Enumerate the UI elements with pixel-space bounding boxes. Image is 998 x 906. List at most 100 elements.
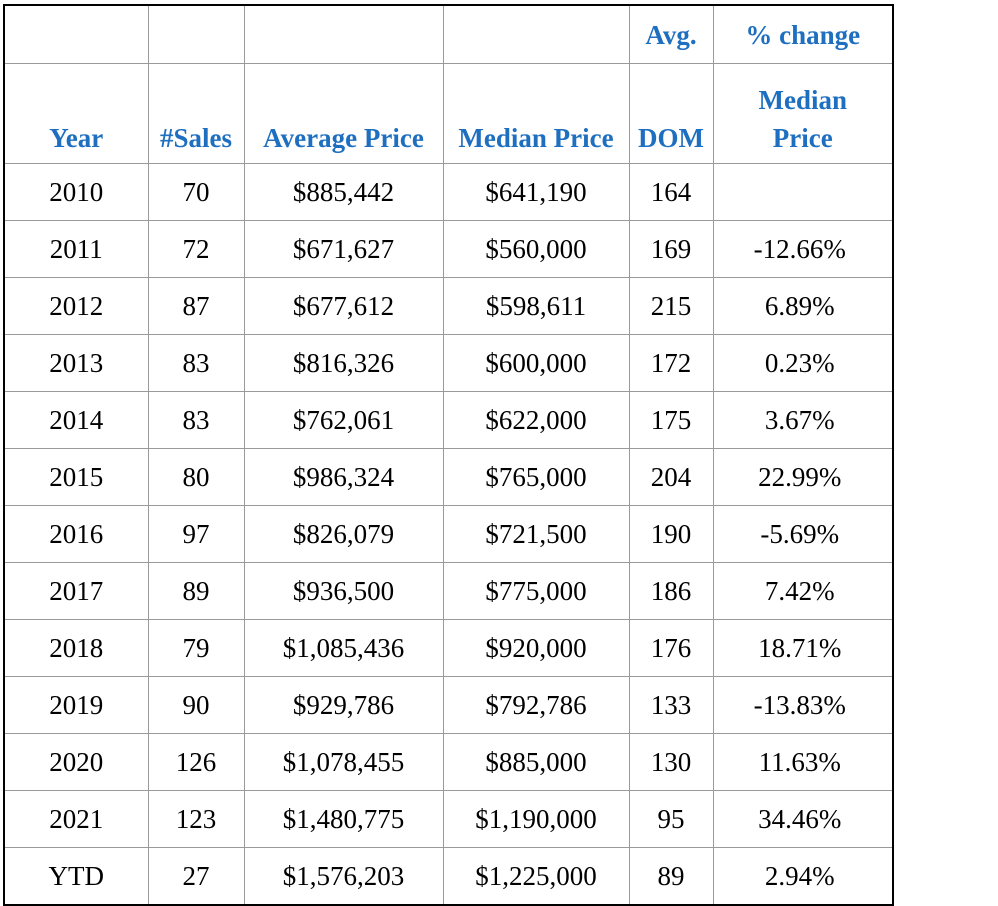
cell-dom: 164 bbox=[628, 163, 714, 221]
cell-average-price: $826,079 bbox=[243, 505, 444, 563]
cell-dom: 133 bbox=[628, 676, 714, 734]
cell-sales: 97 bbox=[147, 505, 245, 563]
cell-sales: 80 bbox=[147, 448, 245, 506]
cell-sales: 123 bbox=[147, 790, 245, 848]
cell-median-price: $1,190,000 bbox=[442, 790, 630, 848]
header-median-price: Median Price bbox=[442, 63, 630, 164]
cell-dom: 130 bbox=[628, 733, 714, 791]
header-dom: DOM bbox=[628, 63, 714, 164]
cell-median-price: $775,000 bbox=[442, 562, 630, 620]
header-row-main: Year #Sales Average Price Median Price D… bbox=[3, 63, 894, 164]
sales-table: Avg. % change Year #Sales Average Price … bbox=[3, 4, 894, 906]
cell-average-price: $885,442 bbox=[243, 163, 444, 221]
cell-year: 2017 bbox=[3, 562, 149, 620]
cell-dom: 176 bbox=[628, 619, 714, 677]
cell-dom: 190 bbox=[628, 505, 714, 563]
table-row: 2011 72 $671,627 $560,000 169 -12.66% bbox=[3, 220, 894, 278]
cell-year: 2012 bbox=[3, 277, 149, 335]
cell-year: 2019 bbox=[3, 676, 149, 734]
header-average-price: Average Price bbox=[243, 63, 444, 164]
cell-median-price: $885,000 bbox=[442, 733, 630, 791]
cell-average-price: $762,061 bbox=[243, 391, 444, 449]
cell-sales: 70 bbox=[147, 163, 245, 221]
cell-average-price: $1,576,203 bbox=[243, 847, 444, 906]
cell-pct-change: -13.83% bbox=[712, 676, 894, 734]
cell-dom: 89 bbox=[628, 847, 714, 906]
cell-year: 2018 bbox=[3, 619, 149, 677]
table-row: YTD 27 $1,576,203 $1,225,000 89 2.94% bbox=[3, 847, 894, 906]
cell-average-price: $986,324 bbox=[243, 448, 444, 506]
cell-pct-change bbox=[712, 163, 894, 221]
sales-table-container: Avg. % change Year #Sales Average Price … bbox=[3, 4, 894, 906]
cell-median-price: $792,786 bbox=[442, 676, 630, 734]
table-row: 2020 126 $1,078,455 $885,000 130 11.63% bbox=[3, 733, 894, 791]
header-avg-label: Avg. bbox=[628, 4, 714, 64]
cell-median-price: $721,500 bbox=[442, 505, 630, 563]
table-row: 2021 123 $1,480,775 $1,190,000 95 34.46% bbox=[3, 790, 894, 848]
header-sales: #Sales bbox=[147, 63, 245, 164]
cell-year: 2013 bbox=[3, 334, 149, 392]
cell-year: 2014 bbox=[3, 391, 149, 449]
table-row: 2015 80 $986,324 $765,000 204 22.99% bbox=[3, 448, 894, 506]
cell-median-price: $920,000 bbox=[442, 619, 630, 677]
cell-average-price: $677,612 bbox=[243, 277, 444, 335]
cell-average-price: $1,078,455 bbox=[243, 733, 444, 791]
cell-pct-change: 3.67% bbox=[712, 391, 894, 449]
cell-dom: 169 bbox=[628, 220, 714, 278]
table-row: 2013 83 $816,326 $600,000 172 0.23% bbox=[3, 334, 894, 392]
cell-pct-change: 34.46% bbox=[712, 790, 894, 848]
cell-average-price: $671,627 bbox=[243, 220, 444, 278]
header-median-line1: Median bbox=[758, 85, 847, 115]
cell-pct-change: 18.71% bbox=[712, 619, 894, 677]
cell-dom: 204 bbox=[628, 448, 714, 506]
cell-year: 2016 bbox=[3, 505, 149, 563]
cell-median-price: $765,000 bbox=[442, 448, 630, 506]
table-row: 2014 83 $762,061 $622,000 175 3.67% bbox=[3, 391, 894, 449]
table-row: 2012 87 $677,612 $598,611 215 6.89% bbox=[3, 277, 894, 335]
cell-dom: 172 bbox=[628, 334, 714, 392]
header-empty-sales bbox=[147, 4, 245, 64]
cell-pct-change: 6.89% bbox=[712, 277, 894, 335]
cell-average-price: $1,085,436 bbox=[243, 619, 444, 677]
header-empty-median-price bbox=[442, 4, 630, 64]
table-header: Avg. % change Year #Sales Average Price … bbox=[3, 4, 894, 164]
cell-pct-change: 2.94% bbox=[712, 847, 894, 906]
cell-sales: 90 bbox=[147, 676, 245, 734]
cell-median-price: $622,000 bbox=[442, 391, 630, 449]
cell-sales: 27 bbox=[147, 847, 245, 906]
table-row: 2018 79 $1,085,436 $920,000 176 18.71% bbox=[3, 619, 894, 677]
cell-sales: 87 bbox=[147, 277, 245, 335]
cell-sales: 83 bbox=[147, 334, 245, 392]
cell-median-price: $598,611 bbox=[442, 277, 630, 335]
cell-average-price: $936,500 bbox=[243, 562, 444, 620]
cell-sales: 89 bbox=[147, 562, 245, 620]
header-row-top: Avg. % change bbox=[3, 4, 894, 64]
header-median-price-change: Median Price bbox=[712, 63, 894, 164]
cell-sales: 83 bbox=[147, 391, 245, 449]
cell-pct-change: -5.69% bbox=[712, 505, 894, 563]
cell-year: 2010 bbox=[3, 163, 149, 221]
cell-median-price: $641,190 bbox=[442, 163, 630, 221]
table-row: 2010 70 $885,442 $641,190 164 bbox=[3, 163, 894, 221]
cell-year: 2020 bbox=[3, 733, 149, 791]
cell-sales: 72 bbox=[147, 220, 245, 278]
table-row: 2016 97 $826,079 $721,500 190 -5.69% bbox=[3, 505, 894, 563]
cell-year: 2011 bbox=[3, 220, 149, 278]
cell-pct-change: 22.99% bbox=[712, 448, 894, 506]
cell-median-price: $560,000 bbox=[442, 220, 630, 278]
cell-dom: 215 bbox=[628, 277, 714, 335]
header-empty-year bbox=[3, 4, 149, 64]
cell-dom: 175 bbox=[628, 391, 714, 449]
cell-average-price: $929,786 bbox=[243, 676, 444, 734]
cell-pct-change: 7.42% bbox=[712, 562, 894, 620]
table-row: 2017 89 $936,500 $775,000 186 7.42% bbox=[3, 562, 894, 620]
cell-average-price: $816,326 bbox=[243, 334, 444, 392]
table-row: 2019 90 $929,786 $792,786 133 -13.83% bbox=[3, 676, 894, 734]
header-year: Year bbox=[3, 63, 149, 164]
cell-year: 2015 bbox=[3, 448, 149, 506]
cell-pct-change: 0.23% bbox=[712, 334, 894, 392]
cell-average-price: $1,480,775 bbox=[243, 790, 444, 848]
cell-median-price: $1,225,000 bbox=[442, 847, 630, 906]
cell-year: YTD bbox=[3, 847, 149, 906]
cell-sales: 79 bbox=[147, 619, 245, 677]
